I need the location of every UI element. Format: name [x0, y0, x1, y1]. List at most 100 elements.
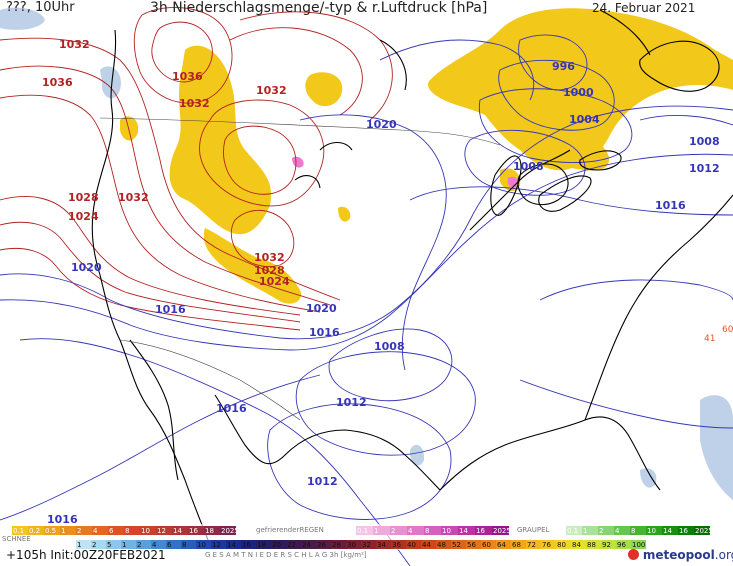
- legend-value: 6: [109, 527, 114, 535]
- legend-value: 12: [212, 541, 221, 549]
- legend-swatch: [614, 526, 630, 535]
- legend-swatch: [424, 526, 441, 535]
- precipitation-layer: [0, 7, 733, 500]
- legend-swatch: [421, 540, 436, 549]
- legend-value: 68: [512, 541, 521, 549]
- isobar-label: 1016: [309, 326, 340, 339]
- legend-swatch: [92, 526, 108, 535]
- legend-value: 88: [587, 541, 596, 549]
- legend-value: 56: [467, 541, 476, 549]
- legend-value: 8: [425, 527, 429, 535]
- legend-swatch: [678, 526, 694, 535]
- legend-swatch: [458, 526, 475, 535]
- legend-value: 30: [347, 541, 356, 549]
- legend-swatch: [188, 526, 204, 535]
- legend-value: 18: [205, 527, 214, 535]
- brand-logo-icon: [628, 549, 639, 560]
- isobar-label: 1008: [374, 340, 405, 353]
- legend-value: 1: [374, 527, 378, 535]
- legend-value: 1: [61, 527, 65, 535]
- edge-labels: 60 41: [704, 325, 733, 344]
- isobars-high: [0, 7, 393, 331]
- legend-gefrierender-label: gefrierenderREGEN: [256, 526, 324, 534]
- legend-swatch: [496, 540, 511, 549]
- legend-swatch: [556, 540, 571, 549]
- legend-swatch: [124, 526, 140, 535]
- isobar-label: 1032: [118, 191, 149, 204]
- legend-value: 0.2: [29, 527, 40, 535]
- legend-value: 64: [497, 541, 506, 549]
- legend-value: 96: [617, 541, 626, 549]
- legend-value: 4: [152, 541, 157, 549]
- legend-swatch: [356, 526, 373, 535]
- legend-swatch: [316, 540, 331, 549]
- legend-swatch: [241, 540, 256, 549]
- isobar-label: 1016: [47, 513, 78, 526]
- isobar-label: 1012: [307, 475, 338, 488]
- legend-swatch: [106, 540, 121, 549]
- legend-value: 92: [602, 541, 611, 549]
- isobar-label: 1012: [689, 162, 720, 175]
- isobar-label: 1016: [655, 199, 686, 212]
- legend-swatch: [481, 540, 496, 549]
- legend-value: 14: [173, 527, 182, 535]
- header-title: 3h Niederschlagsmenge/-typ & r.Luftdruck…: [150, 0, 488, 16]
- legend-value: 8: [631, 527, 635, 535]
- legend-swatch: [151, 540, 166, 549]
- brand-name: meteopool: [642, 548, 715, 562]
- footer-run-info: +105h Init:00Z20FEB2021: [6, 548, 166, 562]
- legend-value: 0.1: [567, 527, 578, 535]
- isobar-label: 1036: [172, 70, 203, 83]
- legend-value: 2: [391, 527, 395, 535]
- legend-swatch: [511, 540, 526, 549]
- legend-swatch: [346, 540, 361, 549]
- legend-value: 0.1: [357, 527, 368, 535]
- legend-value: 24: [302, 541, 311, 549]
- legend-value: 5: [107, 541, 111, 549]
- legend-swatch: [582, 526, 598, 535]
- header-left-time: ???, 10Uhr: [6, 0, 75, 15]
- legend-value: 12: [157, 527, 166, 535]
- legend-value: 10: [442, 527, 451, 535]
- legend-value: 4: [93, 527, 98, 535]
- legend-value: 100: [632, 541, 645, 549]
- legend-value: 84: [572, 541, 581, 549]
- legend-swatch: [475, 526, 492, 535]
- legend-swatch: [136, 540, 151, 549]
- legend-swatch: [28, 526, 44, 535]
- legend-graupel-label: GRAUPEL: [517, 526, 550, 534]
- legend-value: 16: [242, 541, 251, 549]
- legend-swatch: [331, 540, 346, 549]
- legend-value: 2: [92, 541, 96, 549]
- legend-swatch: [541, 540, 556, 549]
- legend-swatch: [204, 526, 220, 535]
- legend: 0.1 0.2 0.5 1 2 4 6 8 10 12 14 16 18 2025+ SCHNEE gef…: [0, 524, 733, 559]
- legend-swatch: [140, 526, 156, 535]
- legend-swatch: [571, 540, 586, 549]
- legend-value: 16: [679, 527, 688, 535]
- edge-label: 60: [722, 325, 733, 335]
- footer-brand[interactable]: meteopool.org: [628, 548, 733, 562]
- political-borders: [99, 117, 501, 421]
- legend-swatch: [91, 540, 106, 549]
- isobar-label: 1032: [59, 38, 90, 51]
- legend-swatch: [630, 526, 646, 535]
- isobars-low: [0, 34, 733, 566]
- legend-swatch: [451, 540, 466, 549]
- isobar-label: 1012: [336, 396, 367, 409]
- legend-swatch: [586, 540, 601, 549]
- isobar-label: 1032: [179, 97, 210, 110]
- isobar-label: 1020: [306, 302, 337, 315]
- legend-value: 1: [77, 541, 81, 549]
- isobar-label: 1024: [68, 210, 99, 223]
- legend-gesamt-label: G E S A M T N I E D E R S C H L A G 3h […: [205, 551, 367, 559]
- legend-swatch: [226, 540, 241, 549]
- isobar-label: 1000: [563, 86, 594, 99]
- legend-value: 0.5: [45, 527, 56, 535]
- legend-swatch: [646, 526, 662, 535]
- legend-value: 8: [182, 541, 186, 549]
- isobar-label: 1004: [569, 113, 600, 126]
- legend-swatch: [156, 526, 172, 535]
- legend-swatch: [492, 526, 509, 535]
